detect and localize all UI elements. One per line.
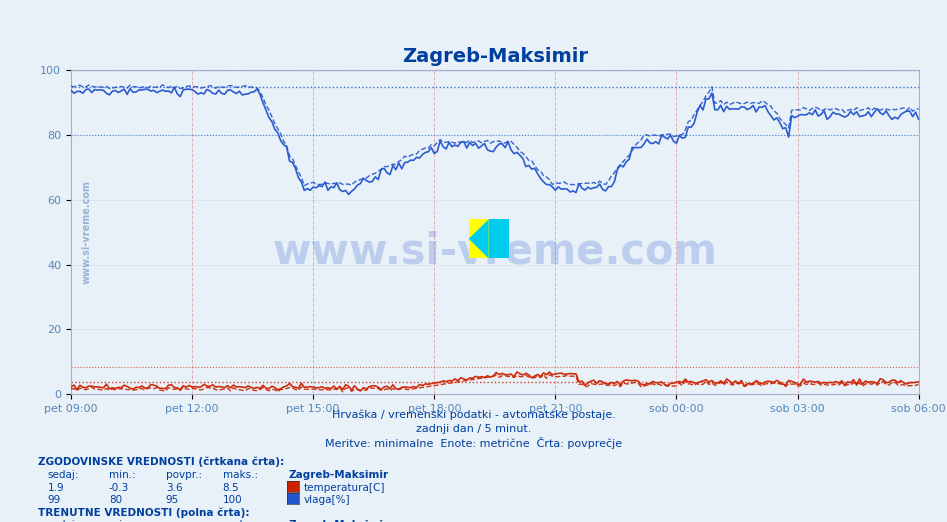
Text: sedaj:: sedaj:	[47, 520, 79, 522]
Text: Meritve: minimalne  Enote: metrične  Črta: povprečje: Meritve: minimalne Enote: metrične Črta:…	[325, 437, 622, 449]
Text: maks.:: maks.:	[223, 470, 258, 480]
Text: maks.:: maks.:	[223, 520, 258, 522]
Text: 100: 100	[223, 495, 242, 505]
Text: 95: 95	[166, 495, 179, 505]
Title: Zagreb-Maksimir: Zagreb-Maksimir	[402, 47, 588, 66]
Polygon shape	[489, 219, 509, 258]
Text: povpr.:: povpr.:	[166, 470, 202, 480]
Text: 3.6: 3.6	[166, 483, 183, 493]
Text: ZGODOVINSKE VREDNOSTI (črtkana črta):: ZGODOVINSKE VREDNOSTI (črtkana črta):	[38, 457, 284, 467]
Text: Hrvaška / vremenski podatki - avtomatske postaje.: Hrvaška / vremenski podatki - avtomatske…	[331, 410, 616, 420]
Text: 8.5: 8.5	[223, 483, 240, 493]
Text: -0.3: -0.3	[109, 483, 129, 493]
Text: TRENUTNE VREDNOSTI (polna črta):: TRENUTNE VREDNOSTI (polna črta):	[38, 507, 249, 518]
Text: vlaga[%]: vlaga[%]	[304, 495, 350, 505]
Text: www.si-vreme.com: www.si-vreme.com	[273, 231, 717, 272]
Text: povpr.:: povpr.:	[166, 520, 202, 522]
Text: temperatura[C]: temperatura[C]	[304, 483, 385, 493]
Text: Zagreb-Maksimir: Zagreb-Maksimir	[289, 520, 389, 522]
Text: 1.9: 1.9	[47, 483, 64, 493]
Polygon shape	[469, 219, 489, 258]
Text: Zagreb-Maksimir: Zagreb-Maksimir	[289, 470, 389, 480]
Text: zadnji dan / 5 minut.: zadnji dan / 5 minut.	[416, 424, 531, 434]
Text: 80: 80	[109, 495, 122, 505]
Text: min.:: min.:	[109, 520, 135, 522]
Text: min.:: min.:	[109, 470, 135, 480]
Text: 99: 99	[47, 495, 61, 505]
Text: sedaj:: sedaj:	[47, 470, 79, 480]
Text: www.si-vreme.com: www.si-vreme.com	[81, 180, 91, 284]
